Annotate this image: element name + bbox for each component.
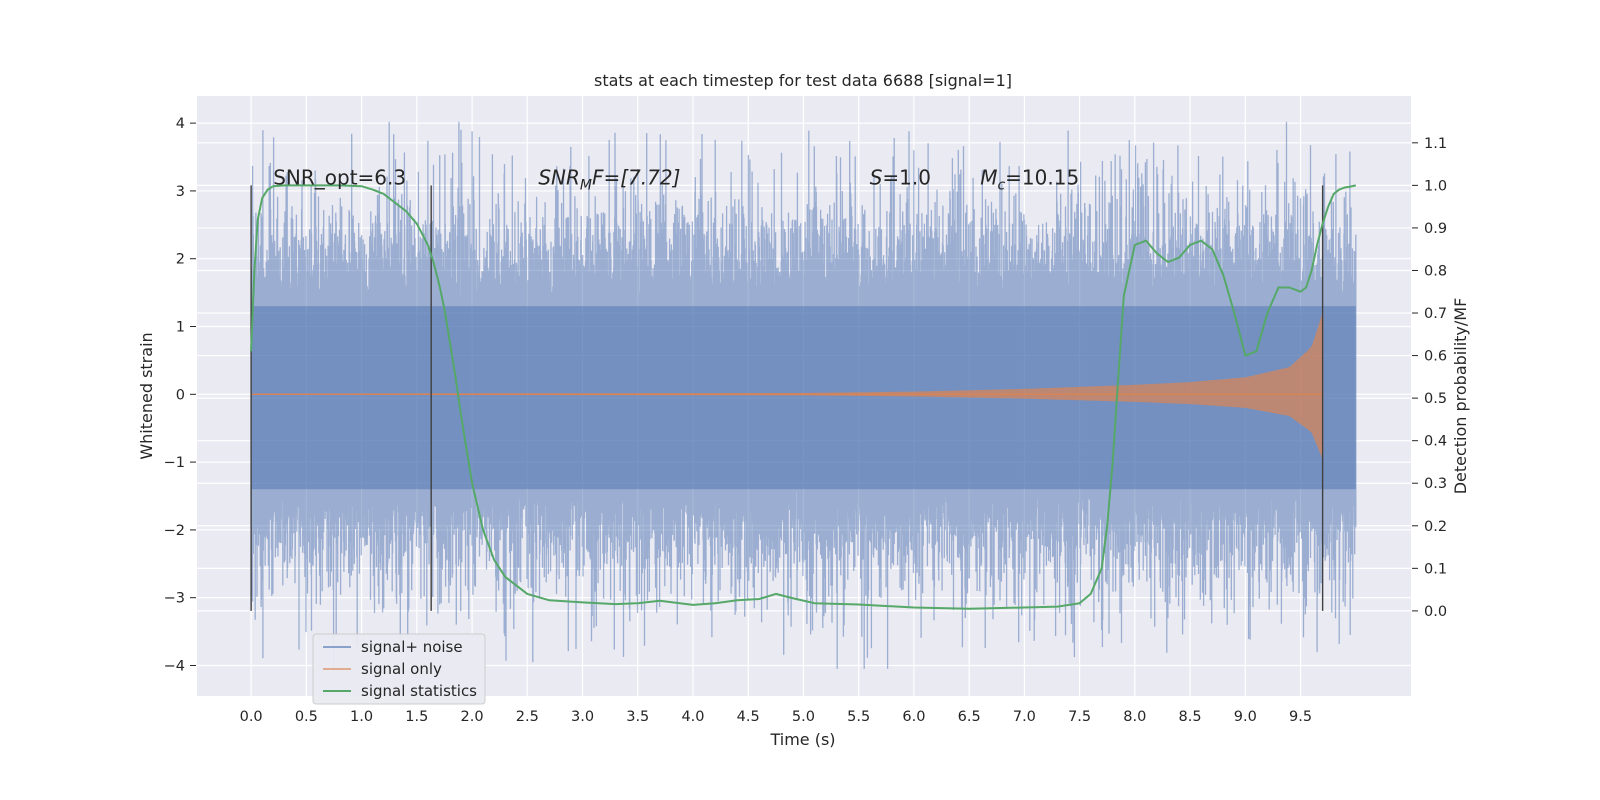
y-axis-label-left: Whitened strain: [137, 332, 156, 459]
annotation-math: SNR: [538, 165, 580, 189]
x-tick-label: 0.5: [295, 709, 318, 725]
annotation-2: S=1.0: [870, 165, 931, 189]
annotation-rest: =1.0: [882, 165, 931, 189]
annotation-3: Mc=10.15: [980, 165, 1079, 193]
x-tick-label: 4.0: [681, 709, 704, 725]
y-left-tick-label: −3: [164, 591, 185, 607]
y-right-tick-label: 1.0: [1424, 178, 1447, 194]
y-right-tick-label: 0.5: [1424, 391, 1447, 407]
y-right-tick-label: 0.0: [1424, 604, 1447, 620]
y-left-tick-label: 0: [176, 387, 185, 403]
y-left-tick-label: 3: [176, 184, 185, 200]
legend-label: signal only: [361, 660, 442, 678]
x-tick-label: 4.5: [737, 709, 760, 725]
y-right-tick-label: 0.3: [1424, 476, 1447, 492]
x-axis-label: Time (s): [769, 730, 835, 749]
series-signal-only: [251, 312, 1323, 460]
y-right-tick-label: 0.8: [1424, 263, 1447, 279]
annotation-rest: F=[7.72]: [592, 165, 680, 189]
x-tick-label: 6.0: [902, 709, 925, 725]
y-left-tick-label: −4: [164, 658, 185, 674]
x-tick-label: 2.5: [516, 709, 539, 725]
x-tick-label: 8.5: [1179, 709, 1202, 725]
y-right-tick-label: 0.1: [1424, 561, 1447, 577]
annotation-sub: M: [580, 177, 592, 193]
x-tick-label: 7.5: [1068, 709, 1091, 725]
x-tick-label: 3.5: [626, 709, 649, 725]
legend-box: [312, 633, 486, 705]
x-tick-label: 6.5: [958, 709, 981, 725]
y-right-tick-label: 0.6: [1424, 349, 1447, 365]
y-axis-label-right: Detection probability/MF: [1451, 298, 1470, 495]
x-tick-label: 1.5: [405, 709, 428, 725]
y-right-tick-label: 0.2: [1424, 519, 1447, 535]
x-tick-label: 3.0: [571, 709, 594, 725]
annotation-sub: c: [997, 177, 1005, 193]
y-right-tick-label: 0.4: [1424, 434, 1447, 450]
y-right-tick-label: 1.1: [1424, 136, 1447, 152]
x-tick-label: 9.0: [1234, 709, 1257, 725]
x-tick-label: 7.0: [1013, 709, 1036, 725]
annotation-1: SNRMF=[7.72]: [538, 165, 680, 193]
legend-label: signal+ noise: [361, 638, 463, 656]
annotation-rest: =10.15: [1005, 165, 1079, 189]
y-left-tick-label: 2: [176, 252, 185, 268]
y-left-tick-label: 4: [176, 116, 185, 132]
annotation-math: M: [980, 165, 997, 189]
annotation-math: S: [870, 165, 883, 189]
series-signal-statistics: [250, 184, 1357, 610]
x-tick-label: 8.0: [1123, 709, 1146, 725]
y-right-tick-label: 0.7: [1424, 306, 1447, 322]
legend-label: signal statistics: [361, 682, 477, 700]
y-left-tick-label: −1: [164, 455, 185, 471]
x-tick-label: 2.0: [461, 709, 484, 725]
annotation-0: SNR_opt=6.3: [273, 165, 406, 189]
x-tick-label: 5.0: [792, 709, 815, 725]
x-tick-label: 5.5: [847, 709, 870, 725]
plot-area: [250, 121, 1357, 669]
chart-title: stats at each timestep for test data 668…: [594, 71, 1012, 90]
x-tick-label: 9.5: [1289, 709, 1312, 725]
y-left-tick-label: −2: [164, 523, 185, 539]
legend: signal+ noise signal only signal statistic…: [312, 633, 486, 705]
axes-ticks: 0.0 0.5 1.0 1.5 2.0 2.5 3.0 3.5 4.0 4.5 5.0 5.5 6.0 6…: [164, 116, 1447, 725]
y-left-tick-label: 1: [176, 320, 185, 336]
annotations: SNR_opt=6.3 SNRMF=[7.72] S=1.0 Mc=10.15: [273, 165, 1079, 193]
x-tick-label: 0.0: [240, 709, 263, 725]
x-tick-label: 1.0: [350, 709, 373, 725]
y-right-tick-label: 0.9: [1424, 221, 1447, 237]
